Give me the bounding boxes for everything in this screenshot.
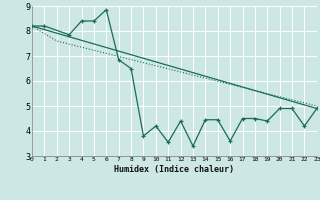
X-axis label: Humidex (Indice chaleur): Humidex (Indice chaleur) [115, 165, 234, 174]
